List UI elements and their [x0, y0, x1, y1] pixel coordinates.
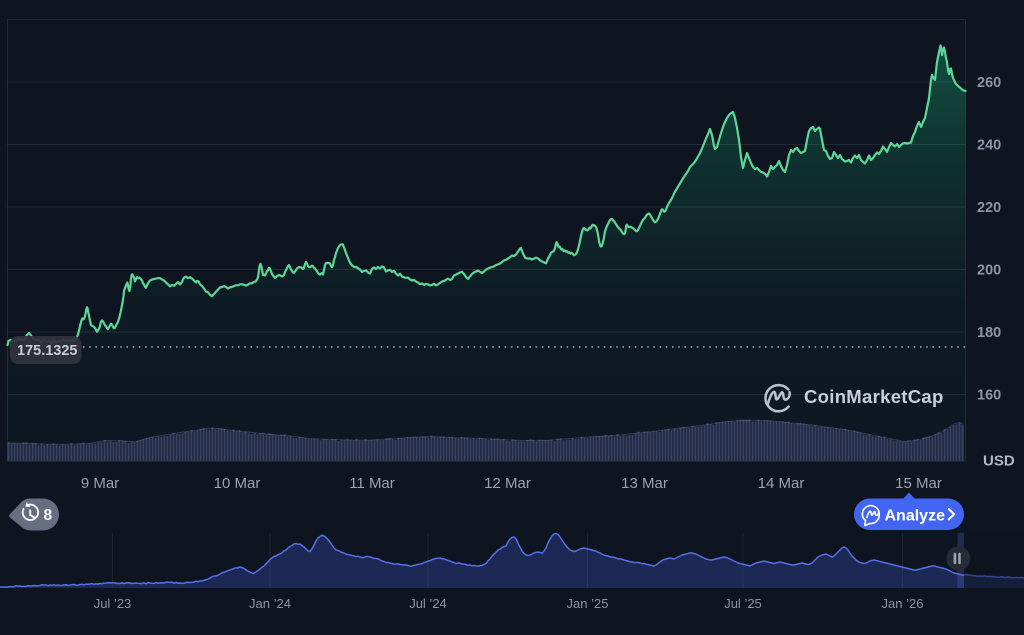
svg-text:Jul ’25: Jul ’25 [724, 596, 762, 611]
svg-text:8: 8 [44, 507, 53, 524]
svg-text:10 Mar: 10 Mar [214, 475, 261, 492]
svg-text:200: 200 [977, 263, 1001, 279]
svg-text:9 Mar: 9 Mar [81, 475, 119, 492]
svg-text:175.1325: 175.1325 [17, 343, 77, 359]
svg-text:11 Mar: 11 Mar [349, 475, 395, 492]
svg-text:220: 220 [977, 200, 1001, 216]
svg-text:USD: USD [983, 453, 1015, 470]
svg-text:14 Mar: 14 Mar [758, 475, 805, 492]
svg-text:Jan ’24: Jan ’24 [249, 596, 291, 611]
svg-text:180: 180 [977, 325, 1001, 341]
svg-text:160: 160 [977, 388, 1001, 404]
svg-text:15 Mar: 15 Mar [895, 475, 942, 492]
svg-text:Jul ’24: Jul ’24 [409, 596, 447, 611]
svg-text:Jan ’26: Jan ’26 [882, 596, 924, 611]
svg-text:12 Mar: 12 Mar [484, 475, 531, 492]
svg-text:Analyze: Analyze [885, 508, 946, 525]
svg-text:CoinMarketCap: CoinMarketCap [804, 386, 944, 407]
svg-text:13 Mar: 13 Mar [621, 475, 668, 492]
svg-text:Jan ’25: Jan ’25 [567, 596, 609, 611]
svg-text:240: 240 [977, 138, 1001, 154]
svg-text:260: 260 [977, 75, 1001, 91]
svg-text:Jul ’23: Jul ’23 [94, 596, 132, 611]
